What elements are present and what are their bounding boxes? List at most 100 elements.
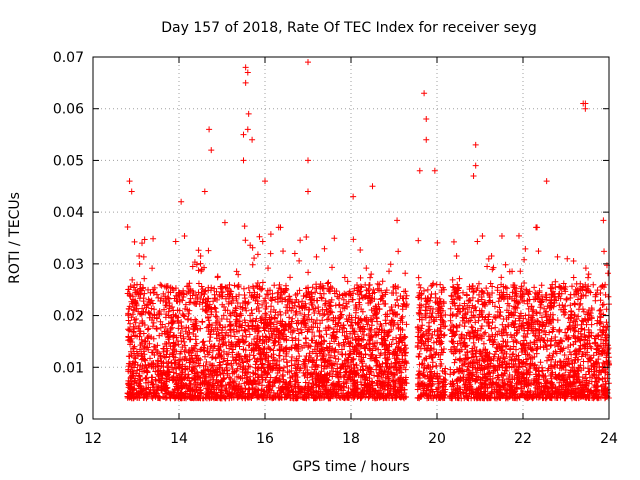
- data-point: [251, 355, 258, 362]
- data-point: [450, 238, 457, 245]
- data-point: [366, 281, 373, 288]
- data-point: [344, 278, 351, 285]
- data-point: [155, 294, 162, 301]
- data-point: [125, 317, 132, 324]
- data-point: [293, 296, 300, 303]
- data-point: [415, 237, 422, 244]
- data-point: [259, 279, 266, 286]
- data-point: [276, 308, 283, 315]
- data-point: [261, 297, 268, 304]
- data-point: [273, 319, 280, 326]
- data-point: [213, 314, 220, 321]
- data-point: [140, 284, 147, 291]
- data-point: [317, 333, 324, 340]
- data-point: [482, 329, 489, 336]
- data-point: [337, 308, 344, 315]
- data-point: [311, 309, 318, 316]
- data-point: [488, 253, 495, 260]
- data-point: [394, 321, 401, 328]
- data-point: [195, 280, 202, 287]
- data-point: [163, 302, 170, 309]
- data-point: [162, 340, 169, 347]
- data-point: [399, 295, 406, 302]
- data-point: [166, 353, 173, 360]
- data-point: [283, 348, 290, 355]
- data-point: [254, 251, 261, 258]
- data-point: [336, 342, 343, 349]
- data-point: [306, 342, 313, 349]
- data-point: [179, 311, 186, 318]
- data-point: [282, 282, 289, 289]
- data-point: [262, 295, 269, 302]
- data-point: [194, 326, 201, 333]
- data-point: [198, 283, 205, 290]
- data-point: [383, 287, 390, 294]
- data-point: [136, 253, 143, 260]
- data-point: [395, 302, 402, 309]
- data-point: [375, 301, 382, 308]
- data-point: [570, 258, 577, 265]
- data-point: [358, 284, 365, 291]
- data-point: [182, 305, 189, 312]
- data-point: [275, 352, 282, 359]
- data-point: [231, 282, 238, 289]
- data-point: [379, 278, 386, 285]
- data-point: [245, 386, 252, 393]
- data-point: [309, 329, 316, 336]
- data-point: [306, 316, 313, 323]
- data-point: [394, 217, 401, 224]
- data-point: [150, 319, 157, 326]
- data-point: [220, 358, 227, 365]
- data-point: [127, 348, 134, 355]
- data-point: [403, 321, 410, 328]
- data-point: [575, 313, 582, 320]
- data-point: [321, 245, 328, 252]
- data-point: [480, 340, 487, 347]
- data-point: [437, 281, 444, 288]
- data-point: [211, 285, 218, 292]
- data-point: [324, 280, 331, 287]
- data-point: [126, 292, 133, 299]
- data-point: [162, 323, 169, 330]
- data-point: [145, 379, 152, 386]
- data-point: [600, 217, 607, 224]
- data-point: [347, 370, 354, 377]
- data-point: [197, 253, 204, 260]
- data-point: [162, 354, 169, 361]
- data-point: [402, 288, 409, 295]
- data-point: [563, 295, 570, 302]
- data-point: [195, 360, 202, 367]
- data-point: [268, 297, 275, 304]
- data-point: [169, 388, 176, 395]
- data-point: [233, 268, 240, 275]
- data-point: [267, 231, 274, 238]
- data-point: [197, 260, 204, 267]
- data-point: [353, 362, 360, 369]
- data-point: [296, 257, 303, 264]
- data-point: [259, 340, 266, 347]
- data-point: [147, 355, 154, 362]
- data-point: [142, 375, 149, 382]
- data-point: [294, 317, 301, 324]
- data-point: [139, 240, 146, 247]
- data-point: [197, 346, 204, 353]
- data-point: [241, 291, 248, 298]
- data-point: [313, 253, 320, 260]
- data-point: [133, 302, 140, 309]
- data-point: [132, 319, 139, 326]
- data-point: [341, 332, 348, 339]
- data-point: [387, 261, 394, 268]
- data-point: [171, 347, 178, 354]
- data-point: [267, 308, 274, 315]
- data-point: [280, 248, 287, 255]
- data-point: [381, 301, 388, 308]
- data-point: [579, 306, 586, 313]
- data-point: [389, 350, 396, 357]
- data-point: [298, 329, 305, 336]
- data-point: [261, 327, 268, 334]
- data-point: [286, 293, 293, 300]
- data-point: [376, 281, 383, 288]
- data-point: [220, 348, 227, 355]
- data-point: [367, 274, 374, 281]
